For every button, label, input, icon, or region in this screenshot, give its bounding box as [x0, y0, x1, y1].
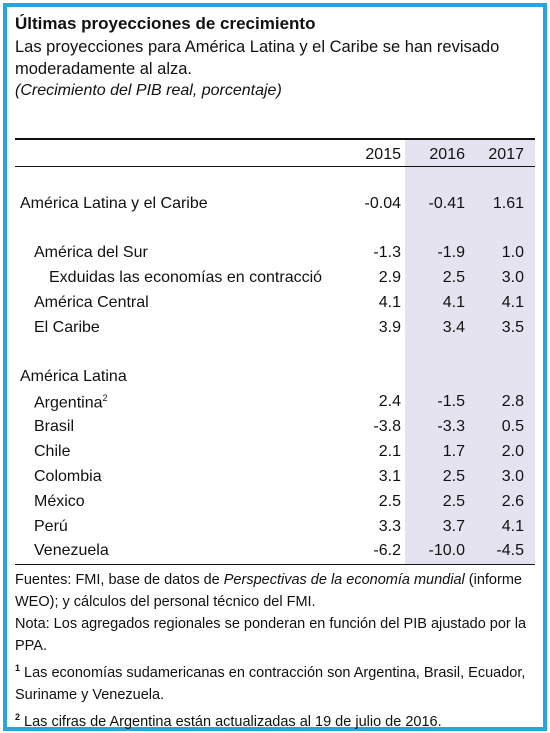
row-label: Colombia	[34, 468, 102, 485]
cell-2015: 4.1	[378, 294, 401, 311]
cell-2017: 3.5	[501, 319, 524, 336]
cell-2017: 3.0	[501, 269, 524, 286]
cell-2016: 3.4	[442, 319, 465, 336]
table-row: América Latina y el Caribe -0.04 -0.41 1…	[7, 195, 543, 217]
cell-2015: -0.04	[364, 195, 401, 212]
table-row: América del Sur -1.3 -1.9 1.0	[7, 244, 543, 266]
table-row: Colombia 3.1 2.5 3.0	[7, 468, 543, 490]
figure-subtitle: Las proyecciones para América Latina y e…	[15, 38, 500, 78]
year-header-2015: 2015	[365, 146, 401, 163]
table-row: América Latina	[7, 368, 543, 390]
footnote-1: 1 Las economías sudamericanas en contrac…	[15, 663, 526, 703]
figure-title: Últimas proyecciones de crecimiento	[15, 14, 316, 33]
cell-2016: 2.5	[442, 468, 465, 485]
row-label: Venezuela	[34, 542, 109, 559]
cell-2016: -0.41	[428, 195, 465, 212]
cell-2017: -4.5	[496, 542, 524, 559]
cell-2017: 4.1	[501, 518, 524, 535]
cell-2017: 1.61	[492, 195, 524, 212]
year-header-2016: 2016	[429, 146, 465, 163]
cell-2016: -3.3	[437, 418, 465, 435]
table-bottom-rule	[15, 564, 535, 565]
row-label: América del Sur	[34, 244, 148, 261]
table-row: Brasil -3.8 -3.3 0.5	[7, 418, 543, 440]
cell-2015: 3.3	[378, 518, 401, 535]
footnote-2: 2 Las cifras de Argentina están actualiz…	[15, 711, 442, 730]
table-header-rule	[15, 166, 535, 167]
cell-2017: 4.1	[501, 294, 524, 311]
footnote-mark: 2	[102, 393, 108, 403]
year-header-2017: 2017	[488, 146, 524, 163]
table-row: México 2.5 2.5 2.6	[7, 493, 543, 515]
cell-2015: 2.1	[378, 443, 401, 460]
cell-2016: 1.7	[442, 443, 465, 460]
cell-2015: 2.5	[378, 493, 401, 510]
table-row: Argentina2 2.4 -1.5 2.8	[7, 393, 543, 415]
row-label: Perú	[34, 518, 68, 535]
table-row: Venezuela -6.2 -10.0 -4.5	[7, 542, 543, 564]
figure-units: (Crecimiento del PIB real, porcentaje)	[15, 82, 282, 99]
row-label: Exduidas las economías en contracció	[49, 269, 323, 286]
figure-header: Últimas proyecciones de crecimiento Las …	[15, 13, 535, 102]
sources-note: Fuentes: FMI, base de datos de Perspecti…	[15, 572, 522, 610]
cell-2015: 2.9	[378, 269, 401, 286]
row-label: América Latina y el Caribe	[20, 195, 208, 212]
cell-2017: 0.5	[501, 418, 524, 435]
cell-2015: 3.1	[378, 468, 401, 485]
cell-2016: 4.1	[442, 294, 465, 311]
table-row: Chile 2.1 1.7 2.0	[7, 443, 543, 465]
cell-2017: 3.0	[501, 468, 524, 485]
cell-2015: 3.9	[378, 319, 401, 336]
row-label: México	[34, 493, 85, 510]
cell-2015: -6.2	[373, 542, 401, 559]
cell-2016: 3.7	[442, 518, 465, 535]
cell-2017: 2.0	[501, 443, 524, 460]
cell-2015: 2.4	[378, 393, 401, 410]
table-top-rule	[15, 138, 535, 140]
row-label: América Latina	[20, 368, 127, 385]
table-row: Perú 3.3 3.7 4.1	[7, 518, 543, 540]
row-label: Argentina2	[34, 393, 108, 412]
table-row: El Caribe 3.9 3.4 3.5	[7, 319, 543, 341]
figure-box: Últimas proyecciones de crecimiento Las …	[3, 3, 547, 731]
cell-2016: -10.0	[428, 542, 465, 559]
projection-shading	[405, 140, 535, 565]
figure-notes: Fuentes: FMI, base de datos de Perspecti…	[15, 569, 539, 733]
nota-note: Nota: Los agregados regionales se ponder…	[15, 616, 527, 654]
row-label: Brasil	[34, 418, 75, 435]
cell-2015: -3.8	[373, 418, 401, 435]
cell-2016: 2.5	[442, 493, 465, 510]
cell-2017: 2.8	[501, 393, 524, 410]
cell-2016: -1.5	[437, 393, 465, 410]
row-label: América Central	[34, 294, 149, 311]
cell-2015: -1.3	[373, 244, 401, 261]
row-label: Chile	[34, 443, 71, 460]
table-row: Exduidas las economías en contracció 2.9…	[7, 269, 543, 291]
table-row: América Central 4.1 4.1 4.1	[7, 294, 543, 316]
cell-2017: 1.0	[501, 244, 524, 261]
cell-2016: 2.5	[442, 269, 465, 286]
cell-2017: 2.6	[501, 493, 524, 510]
cell-2016: -1.9	[437, 244, 465, 261]
row-label: El Caribe	[34, 319, 100, 336]
